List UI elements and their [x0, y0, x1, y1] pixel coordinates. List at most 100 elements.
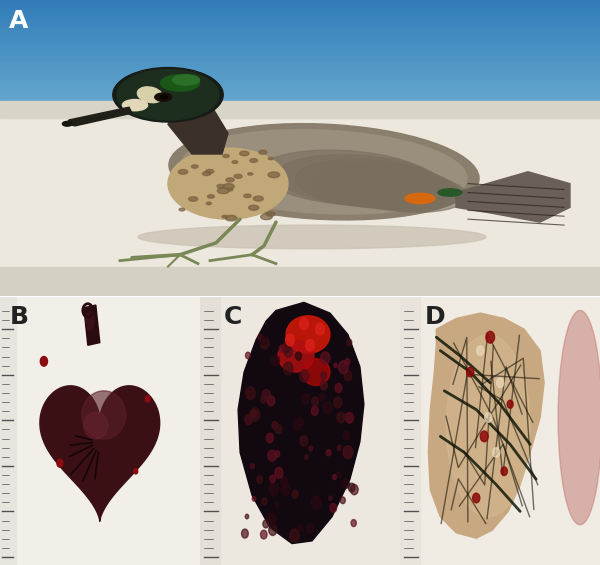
- Ellipse shape: [84, 412, 108, 439]
- Circle shape: [250, 159, 257, 162]
- Circle shape: [480, 431, 488, 442]
- Circle shape: [57, 459, 63, 467]
- Circle shape: [271, 355, 280, 366]
- Circle shape: [117, 69, 219, 120]
- Circle shape: [279, 345, 284, 353]
- Circle shape: [245, 352, 250, 359]
- Circle shape: [266, 212, 275, 216]
- Circle shape: [334, 363, 337, 367]
- Circle shape: [275, 425, 282, 433]
- Circle shape: [217, 188, 229, 194]
- Ellipse shape: [302, 359, 330, 385]
- Circle shape: [298, 524, 303, 531]
- Circle shape: [311, 496, 321, 509]
- Circle shape: [347, 339, 352, 346]
- Circle shape: [134, 468, 138, 474]
- Circle shape: [266, 513, 276, 525]
- Circle shape: [345, 359, 350, 365]
- Circle shape: [346, 412, 353, 423]
- Circle shape: [223, 154, 229, 158]
- Circle shape: [272, 421, 278, 429]
- Circle shape: [343, 431, 349, 440]
- Circle shape: [250, 463, 254, 469]
- Text: C: C: [224, 305, 242, 329]
- Circle shape: [260, 530, 267, 539]
- Circle shape: [281, 484, 290, 496]
- Circle shape: [268, 450, 276, 461]
- Circle shape: [260, 336, 267, 345]
- Circle shape: [337, 472, 341, 477]
- Circle shape: [269, 483, 278, 496]
- Ellipse shape: [86, 312, 94, 331]
- Circle shape: [226, 178, 234, 182]
- Ellipse shape: [405, 193, 435, 203]
- Circle shape: [248, 205, 259, 210]
- Polygon shape: [456, 172, 570, 222]
- Circle shape: [263, 520, 269, 528]
- Circle shape: [282, 342, 290, 353]
- Circle shape: [486, 331, 494, 343]
- Circle shape: [343, 446, 353, 459]
- Circle shape: [305, 340, 314, 351]
- Circle shape: [334, 397, 342, 408]
- Circle shape: [320, 381, 328, 390]
- Circle shape: [286, 334, 295, 346]
- Ellipse shape: [278, 340, 314, 372]
- Circle shape: [268, 396, 275, 406]
- Circle shape: [260, 338, 269, 349]
- Circle shape: [340, 497, 346, 503]
- Circle shape: [191, 165, 198, 168]
- Circle shape: [299, 318, 308, 330]
- Circle shape: [188, 197, 198, 201]
- Circle shape: [343, 414, 346, 419]
- Circle shape: [485, 413, 492, 423]
- Circle shape: [206, 170, 214, 173]
- Ellipse shape: [295, 159, 449, 208]
- Circle shape: [284, 346, 292, 358]
- Circle shape: [248, 173, 253, 175]
- Ellipse shape: [331, 168, 461, 211]
- Circle shape: [467, 367, 474, 377]
- Circle shape: [351, 520, 356, 527]
- Circle shape: [259, 150, 267, 154]
- Polygon shape: [428, 313, 544, 538]
- Circle shape: [245, 386, 255, 399]
- Circle shape: [269, 525, 277, 536]
- Circle shape: [227, 188, 233, 191]
- Circle shape: [300, 436, 308, 446]
- Circle shape: [251, 410, 257, 418]
- Circle shape: [113, 68, 223, 122]
- Circle shape: [300, 370, 309, 382]
- Circle shape: [262, 498, 267, 505]
- Circle shape: [311, 397, 319, 406]
- Circle shape: [222, 215, 227, 218]
- Circle shape: [341, 479, 349, 489]
- Ellipse shape: [161, 75, 199, 91]
- Circle shape: [145, 396, 150, 402]
- Circle shape: [178, 170, 188, 174]
- Circle shape: [497, 378, 504, 388]
- Circle shape: [302, 394, 309, 405]
- Ellipse shape: [173, 75, 199, 85]
- Circle shape: [40, 357, 47, 366]
- Circle shape: [232, 160, 238, 163]
- Circle shape: [206, 202, 211, 205]
- Circle shape: [258, 334, 263, 341]
- Circle shape: [244, 194, 251, 198]
- Circle shape: [350, 484, 358, 495]
- Circle shape: [320, 352, 330, 364]
- Ellipse shape: [169, 124, 479, 220]
- Ellipse shape: [438, 189, 462, 196]
- Circle shape: [252, 497, 256, 501]
- Ellipse shape: [138, 225, 486, 249]
- Circle shape: [311, 406, 318, 415]
- Circle shape: [155, 93, 172, 101]
- Circle shape: [234, 175, 242, 179]
- Circle shape: [226, 215, 237, 221]
- Circle shape: [202, 172, 211, 176]
- Ellipse shape: [349, 173, 467, 212]
- Circle shape: [275, 503, 279, 507]
- Circle shape: [507, 400, 513, 408]
- Polygon shape: [66, 107, 132, 126]
- Circle shape: [344, 371, 352, 381]
